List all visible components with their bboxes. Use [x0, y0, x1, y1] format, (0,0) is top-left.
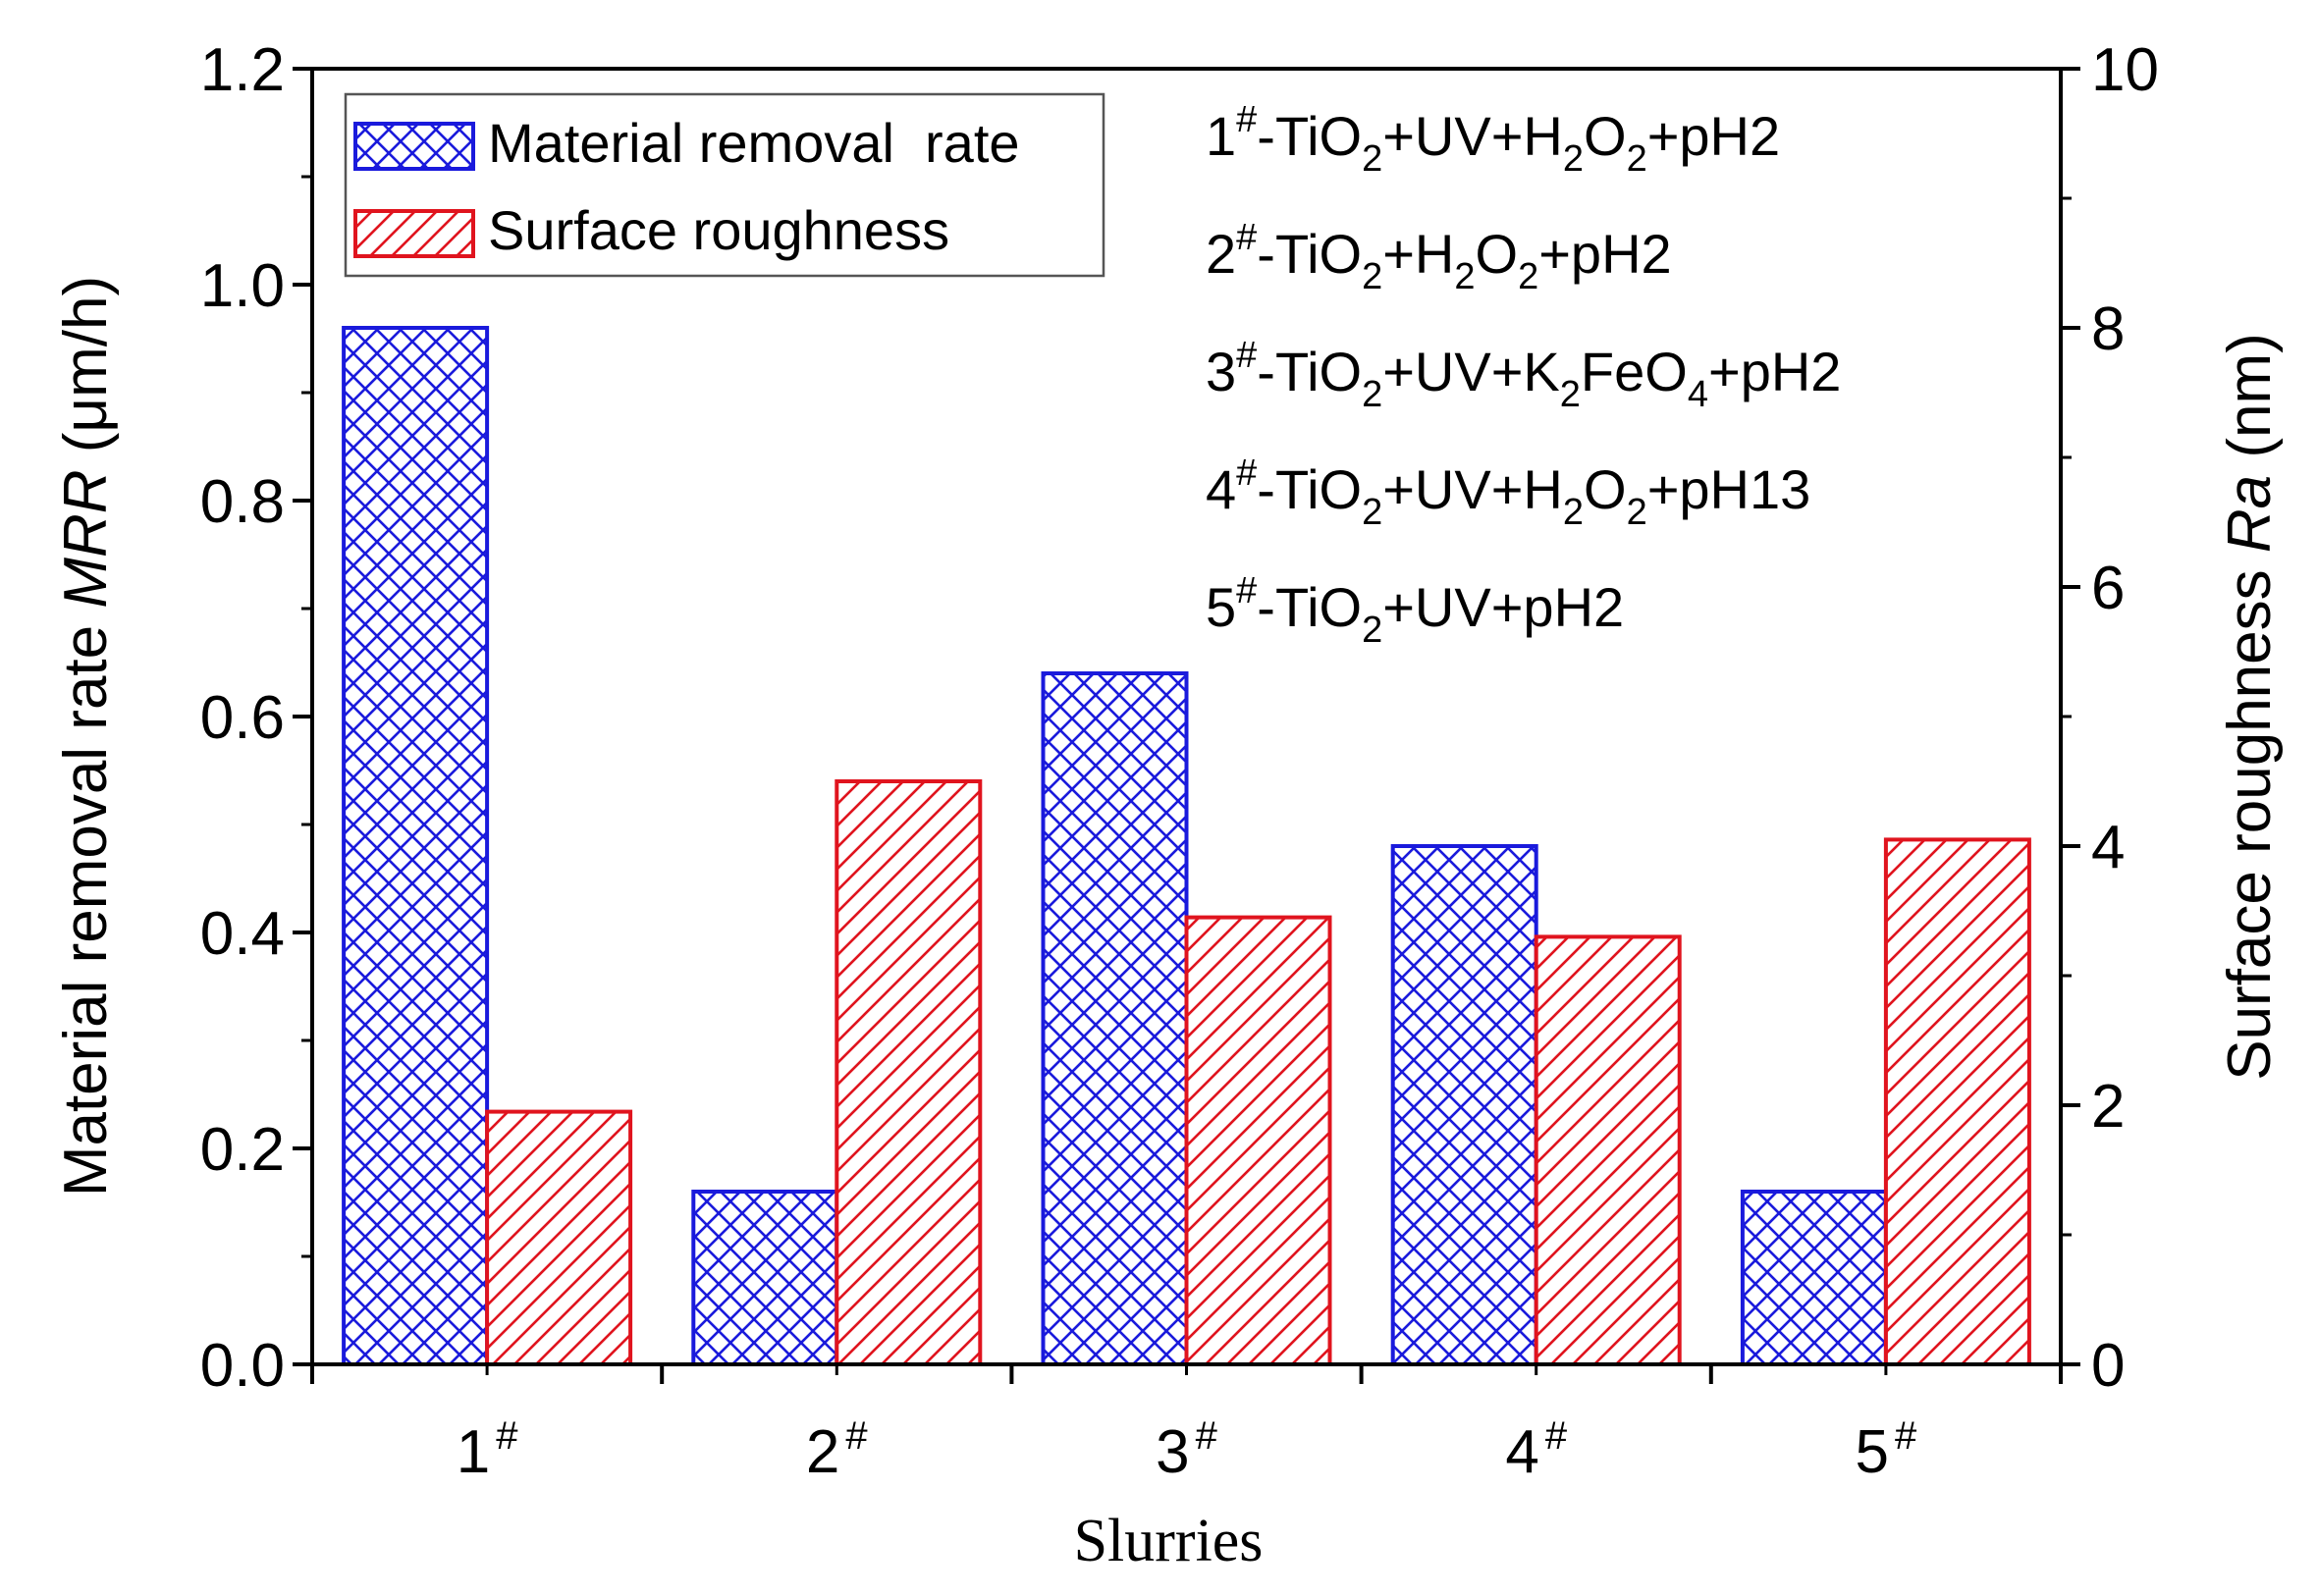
left-y-tick-label: 0.0: [200, 1332, 285, 1400]
left-y-axis-title-text: Material removal rate: [52, 609, 120, 1197]
x-category-label: 4 #: [1505, 1414, 1567, 1486]
legend-label-mrr: Material removal rate: [488, 112, 1020, 174]
left-y-tick-label: 0.8: [200, 468, 285, 536]
legend-swatch-mrr: [353, 122, 475, 171]
x-category-label: 2 #: [806, 1414, 868, 1486]
right-y-tick-label: 4: [2091, 814, 2125, 881]
bar-mrr-3: [1041, 671, 1189, 1366]
bar-ra-3: [1184, 915, 1332, 1366]
x-category-label: 3 #: [1156, 1414, 1217, 1486]
left-y-axis-title-symbol: MRR: [52, 469, 120, 608]
slurry-annotation-4: 4#-TiO2+UV+H2O2+pH13: [1206, 452, 1810, 533]
right-y-axis-title: Surface roughness Ra (nm): [2216, 333, 2284, 1081]
right-y-tick-label: 0: [2091, 1332, 2125, 1400]
right-y-tick-label: 8: [2091, 295, 2125, 363]
tick-labels: 0.0 0.2 0.4 0.6 0.8 1.0 1.2 0 2 4 6 8 10 1 # 2 # 3 # 4 # 5 #: [200, 36, 2159, 1486]
x-axis-title: Slurries: [1074, 1508, 1264, 1574]
legend-swatch-ra: [353, 209, 475, 258]
bar-mrr-4: [1390, 844, 1538, 1366]
bar-ra-5: [1883, 837, 2031, 1366]
left-y-tick-label: 1.0: [200, 252, 285, 320]
x-category-label: 1 #: [457, 1414, 518, 1486]
left-y-axis-title: Material removal rate MRR (μm/h): [52, 276, 120, 1197]
right-y-axis-title-unit: (nm): [2216, 333, 2284, 475]
right-y-axis-title-text: Surface roughness: [2216, 553, 2284, 1081]
slurry-annotation-2: 2#-TiO2+H2O2+pH2: [1206, 217, 1672, 297]
left-y-tick-label: 1.2: [200, 36, 285, 104]
right-y-axis-title-symbol: Ra: [2216, 475, 2284, 553]
bar-ra-1: [485, 1109, 633, 1366]
slurry-annotations: 1#-TiO2+UV+H2O2+pH2 2#-TiO2+H2O2+pH2 3#-Ti…: [1206, 99, 1841, 651]
left-y-tick-label: 0.4: [200, 900, 285, 968]
right-y-tick-label: 6: [2091, 555, 2125, 622]
left-y-tick-label: 0.6: [200, 684, 285, 752]
bar-ra-2: [835, 779, 983, 1366]
legend-label-ra: Surface roughness: [488, 199, 949, 261]
right-y-tick-label: 2: [2091, 1073, 2125, 1141]
slurry-annotation-5: 5#-TiO2+UV+pH2: [1206, 570, 1624, 651]
left-y-tick-label: 0.2: [200, 1116, 285, 1184]
legend: Material removal rate Surface roughness: [344, 92, 1105, 278]
bar-mrr-5: [1740, 1190, 1888, 1366]
bar-mrr-2: [691, 1190, 839, 1366]
axis-ticks: [293, 67, 2080, 1384]
slurry-annotation-1: 1#-TiO2+UV+H2O2+pH2: [1206, 99, 1780, 180]
right-y-tick-label: 10: [2091, 36, 2159, 104]
bars: [342, 326, 2031, 1367]
x-category-label: 5 #: [1856, 1414, 1917, 1486]
slurry-annotation-3: 3#-TiO2+UV+K2FeO4+pH2: [1206, 335, 1841, 415]
bar-ra-4: [1534, 934, 1682, 1367]
left-y-axis-title-unit: (μm/h): [52, 276, 120, 470]
bar-mrr-1: [342, 326, 490, 1366]
